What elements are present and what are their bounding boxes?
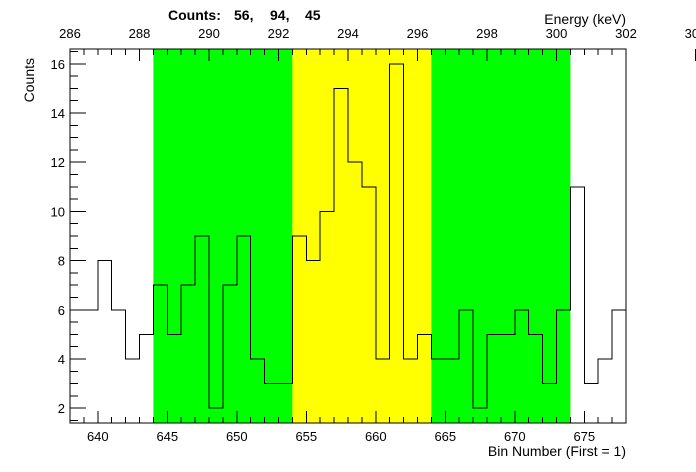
left-tick-label-14: 14 (51, 106, 65, 121)
top-tick-label-288: 288 (129, 26, 151, 41)
left-tick-label-8: 8 (58, 254, 65, 269)
top-tick-label-286: 286 (59, 26, 81, 41)
top-tick-label-302: 302 (615, 26, 637, 41)
region-band-2 (292, 49, 432, 423)
bottom-tick-label-665: 665 (434, 429, 456, 444)
histogram-line (70, 63, 626, 409)
bottom-tick-label-655: 655 (295, 429, 317, 444)
highlight-regions (153, 49, 571, 423)
top-tick-label-292: 292 (268, 26, 290, 41)
top-tick-label-300: 300 (546, 26, 568, 41)
x-axis-label: Bin Number (First = 1) (488, 443, 626, 459)
bottom-tick-label-645: 645 (156, 429, 178, 444)
region-band-3 (431, 49, 571, 423)
left-tick-label-10: 10 (51, 204, 65, 219)
y-axis-label: Counts (21, 58, 37, 102)
top-tick-label-290: 290 (198, 26, 220, 41)
left-tick-label-16: 16 (51, 57, 65, 72)
top-tick-label-298: 298 (476, 26, 498, 41)
left-tick-label-4: 4 (58, 352, 65, 367)
bottom-tick-label-640: 640 (87, 429, 109, 444)
counts-label: Counts: (168, 7, 221, 23)
top-tick-label-304: 304 (685, 26, 696, 41)
bottom-tick-label-670: 670 (504, 429, 526, 444)
left-tick-label-6: 6 (58, 303, 65, 318)
left-tick-label-12: 12 (51, 155, 65, 170)
left-tick-label-2: 2 (58, 401, 65, 416)
bottom-tick-label-650: 650 (226, 429, 248, 444)
counts-value-3: 45 (305, 7, 321, 23)
bottom-tick-label-675: 675 (573, 429, 595, 444)
histogram-series (70, 63, 626, 409)
top-tick-label-296: 296 (407, 26, 429, 41)
counts-value-2: 94, (270, 7, 289, 23)
counts-value-1: 56, (234, 7, 253, 23)
axis-ticks: 640 645 650 655 660 665 670 675 2 4 6 8 10 12 14 16 286 2… (51, 26, 696, 444)
bottom-tick-label-660: 660 (365, 429, 387, 444)
top-axis-label: Energy (keV) (544, 11, 626, 27)
top-tick-label-294: 294 (337, 26, 359, 41)
